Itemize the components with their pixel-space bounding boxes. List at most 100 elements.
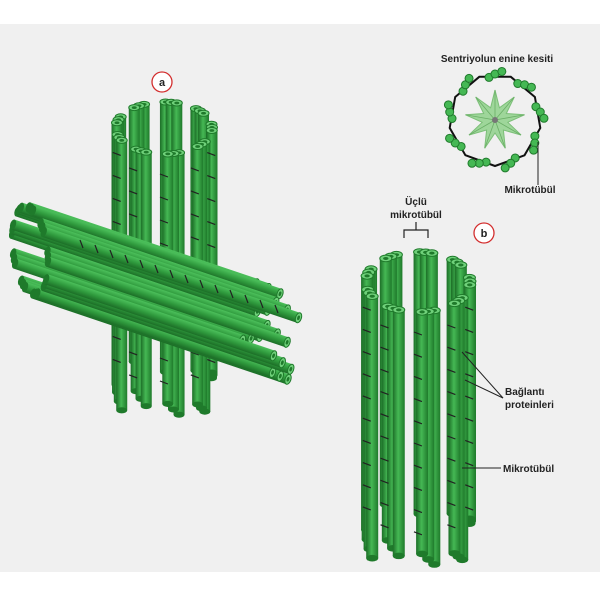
centriole-a-linker [274, 304, 279, 314]
centriole-b-linker [362, 506, 371, 511]
centriole-a-linker [154, 264, 159, 274]
centriole-b-linker [447, 435, 456, 440]
centriole-a-linker [159, 173, 169, 178]
centriole-b-linker [413, 509, 423, 514]
cross-section-microtubule [500, 163, 510, 173]
triplet-bracket [403, 229, 429, 238]
centriole-a-horizontal-tube [40, 226, 303, 324]
centriole-b-tube [447, 299, 461, 557]
cross-section-microtubule [497, 66, 507, 76]
centriole-a-linker [112, 197, 121, 203]
centriole-a-linker [244, 294, 249, 304]
centriole-a-horizontal-tube [29, 205, 284, 300]
centriole-a-linker [190, 236, 200, 241]
centriole-b-linker [447, 479, 456, 484]
centriole-a-linker [128, 351, 138, 356]
centriole-a-linker [159, 196, 169, 201]
centriole-b-linker [413, 353, 423, 358]
centriole-b-linker [380, 457, 389, 462]
centriole-b-linker [362, 351, 371, 356]
centriole-a-linker [159, 380, 169, 385]
centriole-b-linker [464, 417, 474, 422]
centriole-a-linker [159, 219, 169, 224]
centriole-b-linker [413, 442, 423, 447]
centriole-a-linker [190, 374, 200, 379]
centriole-a-perpendicular [8, 202, 303, 385]
centriole-b-linker [447, 502, 456, 507]
cross-section-spoke [465, 114, 496, 121]
centriole-b-linker [464, 395, 474, 400]
triplet-label-line1: Üçlü [405, 195, 427, 208]
cross-section-spoke [494, 114, 525, 121]
linker-label-line2: proteinleri [505, 400, 554, 411]
centriole-b-linker [380, 368, 389, 373]
centriole-b-tube [392, 306, 406, 560]
centriole-b-tube [415, 308, 429, 558]
cross-section-title: Sentriyolun enine kesiti [441, 54, 553, 65]
centriole-a-horizontal-tube [43, 274, 278, 362]
centriole-a-linker [159, 242, 169, 247]
linker-leader-2 [464, 379, 504, 399]
centriole-a-linker [207, 358, 216, 364]
cross-section-microtubule [445, 107, 455, 117]
centriole-b-linker [380, 524, 389, 529]
centriole-a-linker [207, 197, 216, 203]
centriole-a-linker [112, 174, 121, 180]
centriole-b-linker [464, 439, 474, 444]
cross-section-microtubule [539, 113, 549, 123]
cross-section-microtubule [526, 82, 536, 92]
triplet-label-line2: mikrotübül [390, 210, 442, 221]
centriole-a-linker [128, 167, 138, 172]
centriole-b-linker [447, 457, 456, 462]
centriole-a-linker [190, 190, 200, 195]
centriole-a-linker [112, 358, 121, 364]
centriole-a-linker [207, 174, 216, 180]
centriole-a-linker [207, 151, 216, 157]
centriole-a-linker [94, 244, 99, 254]
cross-section-diagram: Sentriyolun enine kesiti Mikrotübül [441, 54, 556, 196]
centriole-b-linker [362, 484, 371, 489]
centriole-a-linker [207, 243, 216, 249]
centriole-a-horizontal-tube [34, 288, 277, 378]
centriole-b-linker [413, 420, 423, 425]
badge-a [151, 71, 173, 93]
centriole-a-linker [169, 269, 174, 279]
centriole-a-linker [128, 213, 138, 218]
centriole-b-linker [464, 328, 474, 333]
cross-section-microtubule [445, 133, 455, 143]
centriole-a-linker [159, 357, 169, 362]
centriole-b-linker [413, 398, 423, 403]
centriole-a-linker [184, 274, 189, 284]
centriole-b-linker [362, 439, 371, 444]
centriole-a-linker [259, 299, 264, 309]
centriole-b-linker [447, 346, 456, 351]
centriole-b-linker [413, 531, 423, 536]
centriole-b-linker [380, 413, 389, 418]
centriole-a-linker [128, 190, 138, 195]
cross-section-microtubule-label: Mikrotübül [504, 185, 555, 196]
cross-section-microtubule [464, 73, 474, 83]
centriole-b-linker [413, 375, 423, 380]
centriole-b-linker [380, 346, 389, 351]
cross-section-microtubule [467, 158, 477, 168]
centriole-b-linker [447, 413, 456, 418]
centriole-b-linker [447, 368, 456, 373]
centriole-b-linker [380, 502, 389, 507]
linker-leader-1 [461, 351, 504, 399]
label-b: b [481, 228, 488, 240]
centriole-b-linker [464, 462, 474, 467]
centriole-a-linker [112, 151, 121, 157]
centriole-b-linker [464, 506, 474, 511]
centriole-b-linker [464, 351, 474, 356]
microtubule-label: Mikrotübül [503, 464, 554, 475]
centriole-b-linker [464, 306, 474, 311]
cross-section-spoke [475, 96, 496, 121]
badge-b [473, 222, 495, 244]
cross-section-spoke [494, 119, 522, 136]
cross-section-spoke [494, 119, 506, 149]
cross-section-hub [492, 117, 498, 123]
centriole-b-linker [380, 391, 389, 396]
centriole-a [8, 98, 303, 418]
centriole-b-linker [380, 324, 389, 329]
